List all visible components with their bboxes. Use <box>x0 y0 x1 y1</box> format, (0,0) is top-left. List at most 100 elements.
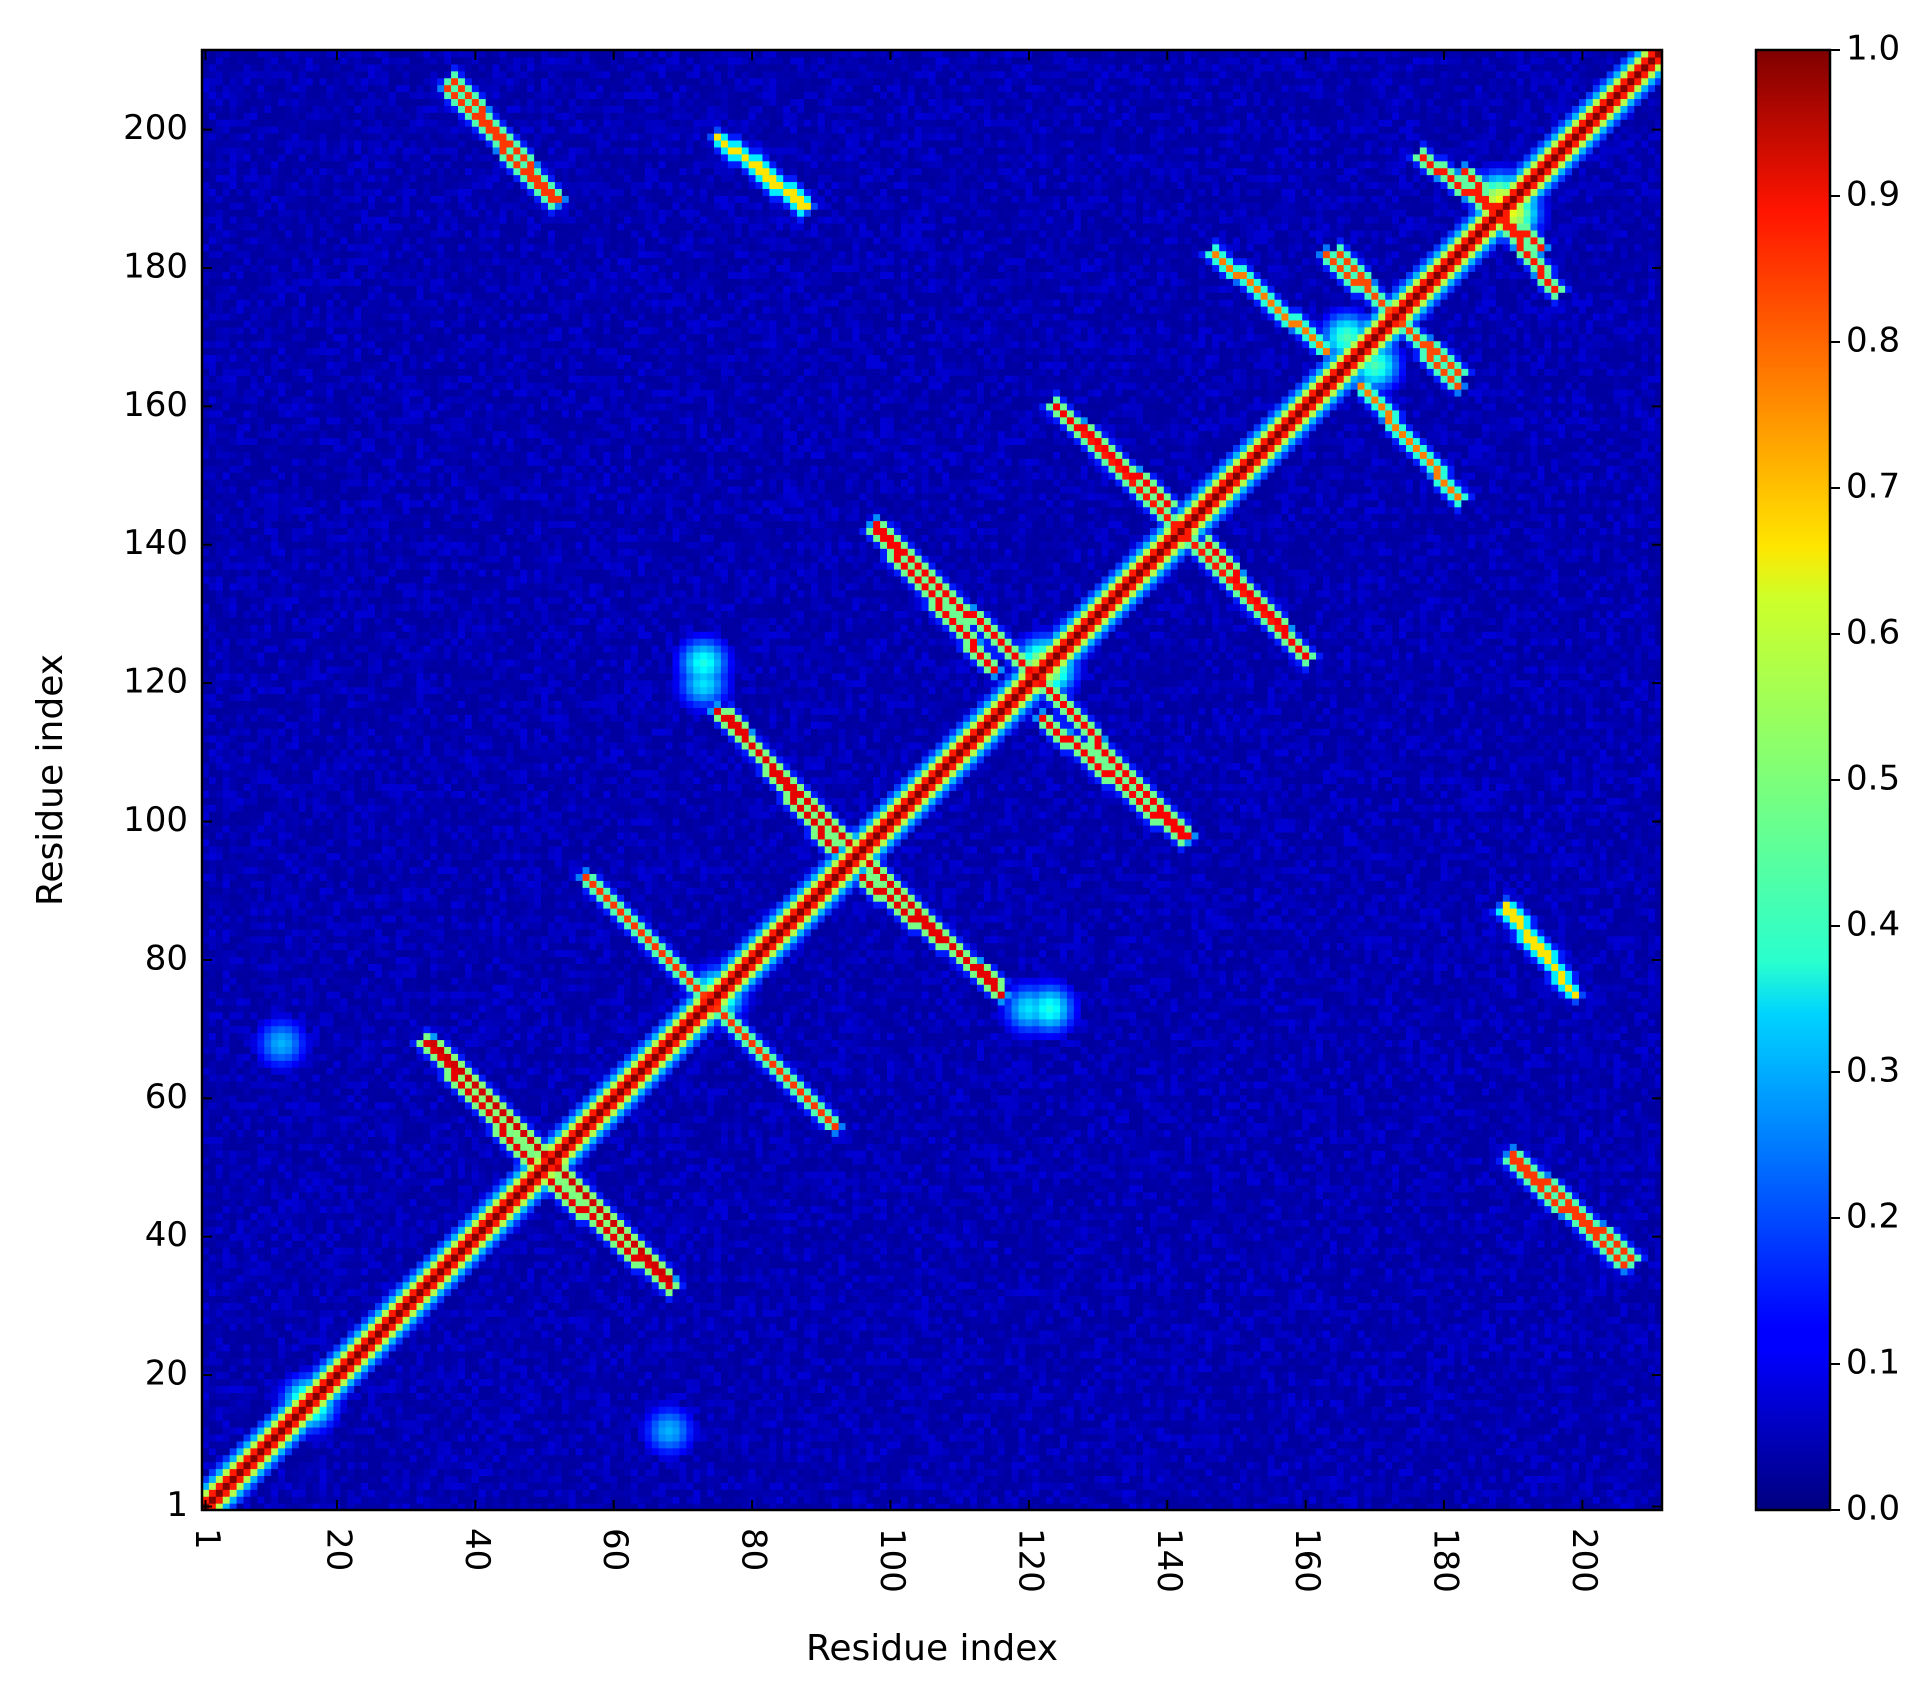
heatmap-cell <box>264 797 272 805</box>
heatmap-cell <box>298 451 307 459</box>
heatmap-cell <box>271 1461 279 1470</box>
heatmap-cell <box>271 1184 279 1193</box>
heatmap-cell <box>347 1281 355 1290</box>
heatmap-cell <box>278 375 286 383</box>
heatmap-cell <box>271 271 279 279</box>
heatmap-cell <box>229 527 238 535</box>
heatmap-cell <box>347 1164 355 1172</box>
heatmap-cell <box>257 845 265 854</box>
heatmap-cell <box>305 84 314 93</box>
heatmap-cell <box>236 804 245 812</box>
heatmap-cell <box>202 1122 210 1131</box>
heatmap-cell <box>250 395 258 404</box>
heatmap-cell <box>264 520 272 529</box>
heatmap-cell <box>271 741 279 750</box>
heatmap-cell <box>257 568 265 577</box>
heatmap-cell <box>305 1233 314 1241</box>
heatmap-cell <box>257 624 265 632</box>
heatmap-cell <box>305 1426 314 1435</box>
heatmap-cell <box>319 956 328 964</box>
heatmap-cell <box>298 631 307 639</box>
heatmap-cell <box>208 146 217 155</box>
heatmap-cell <box>208 361 217 369</box>
heatmap-cell <box>326 278 335 286</box>
heatmap-cell <box>278 1129 286 1137</box>
heatmap-cell <box>243 1274 252 1283</box>
heatmap-cell <box>243 513 252 522</box>
heatmap-cell <box>264 887 272 895</box>
heatmap-cell <box>257 209 265 217</box>
heatmap-cell <box>347 1440 355 1449</box>
heatmap-cell <box>319 1330 328 1338</box>
heatmap-cell <box>264 1018 272 1027</box>
heatmap-cell <box>340 1330 348 1338</box>
heatmap-cell <box>208 63 217 72</box>
heatmap-cell <box>243 1426 252 1435</box>
heatmap-cell <box>333 112 341 120</box>
heatmap-cell <box>229 555 238 563</box>
heatmap-cell <box>278 1053 286 1061</box>
heatmap-cell <box>202 1157 210 1165</box>
heatmap-cell <box>319 133 328 141</box>
heatmap-cell <box>264 1060 272 1068</box>
heatmap-cell <box>215 479 224 487</box>
heatmap-cell <box>215 679 224 688</box>
heatmap-cell <box>250 1122 258 1131</box>
heatmap-cell <box>340 617 348 625</box>
heatmap-cell <box>326 458 335 466</box>
heatmap-cell <box>236 499 245 508</box>
heatmap-cell <box>215 859 224 868</box>
heatmap-cell <box>340 1281 348 1290</box>
heatmap-cell <box>250 119 258 127</box>
heatmap-cell <box>340 887 348 895</box>
heatmap-cell <box>236 610 245 618</box>
heatmap-cell <box>236 299 245 307</box>
heatmap-cell <box>354 1461 362 1470</box>
heatmap-cell <box>347 665 355 674</box>
heatmap-cell <box>264 1392 272 1400</box>
heatmap-cell <box>257 651 265 660</box>
heatmap-cell <box>278 970 286 978</box>
heatmap-cell <box>215 520 224 529</box>
heatmap-cell <box>236 174 245 183</box>
heatmap-cell <box>243 970 252 978</box>
heatmap-cell <box>285 1399 293 1407</box>
heatmap-cell <box>264 949 272 958</box>
heatmap-cell <box>361 783 369 791</box>
heatmap-cell <box>347 624 355 632</box>
heatmap-cell <box>319 534 328 542</box>
heatmap-cell <box>361 686 369 695</box>
heatmap-cell <box>243 735 252 743</box>
heatmap-cell <box>361 1164 369 1172</box>
heatmap-cell <box>236 887 245 895</box>
heatmap-cell <box>340 1426 348 1435</box>
heatmap-cell <box>347 1108 355 1117</box>
heatmap-cell <box>202 354 210 362</box>
heatmap-cell <box>291 1143 300 1151</box>
heatmap-cell <box>312 333 321 342</box>
heatmap-cell <box>361 1053 369 1061</box>
heatmap-cell <box>361 762 369 771</box>
heatmap-cell <box>291 997 300 1006</box>
heatmap-cell <box>222 838 231 847</box>
heatmap-cell <box>340 866 348 875</box>
heatmap-cell <box>236 824 245 833</box>
heatmap-cell <box>202 1136 210 1144</box>
heatmap-cell <box>278 1337 286 1345</box>
heatmap-cell <box>208 56 217 65</box>
heatmap-cell <box>291 347 300 356</box>
heatmap-cell <box>340 520 348 529</box>
heatmap-cell <box>236 589 245 598</box>
heatmap-cell <box>236 347 245 356</box>
heatmap-cell <box>202 98 210 106</box>
heatmap-cell <box>208 229 217 238</box>
heatmap-cell <box>298 714 307 722</box>
heatmap-cell <box>208 1074 217 1082</box>
heatmap-cell <box>326 188 335 196</box>
heatmap-cell <box>278 50 286 58</box>
heatmap-cell <box>229 520 238 529</box>
heatmap-cell <box>354 264 362 273</box>
heatmap-cell <box>236 50 245 58</box>
heatmap-cell <box>250 416 258 425</box>
heatmap-cell <box>291 1136 300 1144</box>
